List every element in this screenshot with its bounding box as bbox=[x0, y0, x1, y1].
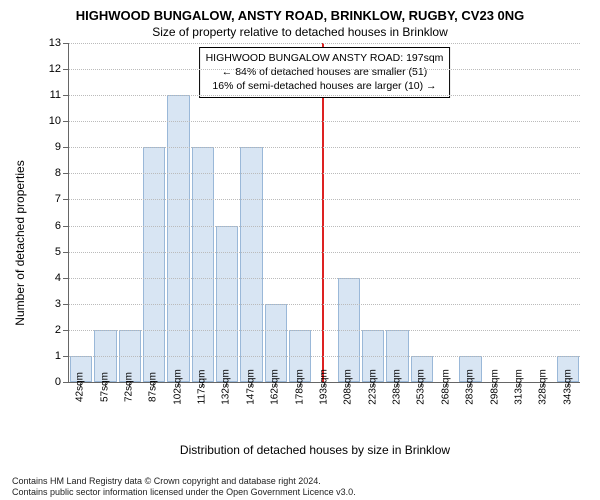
annotation-line-2: ← 84% of detached houses are smaller (51… bbox=[206, 65, 444, 79]
x-tick-label: 57sqm bbox=[92, 383, 116, 443]
y-tick-label: 3 bbox=[43, 298, 61, 310]
y-tick-label: 13 bbox=[43, 37, 61, 49]
grid-line bbox=[69, 356, 580, 357]
y-tick bbox=[63, 147, 69, 148]
grid-line bbox=[69, 173, 580, 174]
chart-container: HIGHWOOD BUNGALOW, ANSTY ROAD, BRINKLOW,… bbox=[0, 0, 600, 500]
grid-line bbox=[69, 304, 580, 305]
y-tick-label: 2 bbox=[43, 324, 61, 336]
y-tick bbox=[63, 330, 69, 331]
x-tick-label: 147sqm bbox=[239, 383, 263, 443]
x-tick-label: 268sqm bbox=[434, 383, 458, 443]
annotation-line-3: 16% of semi-detached houses are larger (… bbox=[206, 79, 444, 93]
y-tick bbox=[63, 69, 69, 70]
y-tick bbox=[63, 226, 69, 227]
y-tick-label: 10 bbox=[43, 115, 61, 127]
grid-line bbox=[69, 226, 580, 227]
grid-line bbox=[69, 252, 580, 253]
grid-line bbox=[69, 199, 580, 200]
y-tick bbox=[63, 173, 69, 174]
x-tick-label: 72sqm bbox=[117, 383, 141, 443]
y-tick bbox=[63, 95, 69, 96]
x-tick-label: 298sqm bbox=[482, 383, 506, 443]
bar bbox=[167, 95, 189, 382]
y-tick-label: 8 bbox=[43, 167, 61, 179]
chart-subtitle: Size of property relative to detached ho… bbox=[12, 25, 588, 39]
y-tick-label: 11 bbox=[43, 89, 61, 101]
grid-line bbox=[69, 43, 580, 44]
grid-line bbox=[69, 147, 580, 148]
bar bbox=[240, 147, 262, 382]
y-tick-label: 0 bbox=[43, 376, 61, 388]
y-tick bbox=[63, 121, 69, 122]
grid-line bbox=[69, 121, 580, 122]
x-tick-label: 223sqm bbox=[361, 383, 385, 443]
y-tick bbox=[63, 356, 69, 357]
x-tick-label: 343sqm bbox=[556, 383, 580, 443]
chart-area: Number of detached properties HIGHWOOD B… bbox=[50, 43, 580, 443]
y-tick-label: 7 bbox=[43, 193, 61, 205]
footer-line-2: Contains public sector information licen… bbox=[12, 487, 588, 497]
x-tick-label: 253sqm bbox=[409, 383, 433, 443]
annotation-line-1: HIGHWOOD BUNGALOW ANSTY ROAD: 197sqm bbox=[206, 51, 444, 65]
x-tick-label: 178sqm bbox=[287, 383, 311, 443]
grid-line bbox=[69, 330, 580, 331]
y-tick bbox=[63, 199, 69, 200]
x-axis-label: Distribution of detached houses by size … bbox=[50, 443, 580, 457]
y-tick-label: 1 bbox=[43, 350, 61, 362]
x-tick-label: 132sqm bbox=[214, 383, 238, 443]
y-tick bbox=[63, 252, 69, 253]
y-axis-label: Number of detached properties bbox=[13, 160, 27, 325]
bar bbox=[192, 147, 214, 382]
bar bbox=[143, 147, 165, 382]
x-tick-label: 238sqm bbox=[385, 383, 409, 443]
x-tick-label: 162sqm bbox=[263, 383, 287, 443]
chart-title: HIGHWOOD BUNGALOW, ANSTY ROAD, BRINKLOW,… bbox=[12, 8, 588, 23]
y-tick-label: 6 bbox=[43, 220, 61, 232]
grid-line bbox=[69, 69, 580, 70]
x-tick-label: 208sqm bbox=[336, 383, 360, 443]
x-tick-label: 193sqm bbox=[312, 383, 336, 443]
plot-region: HIGHWOOD BUNGALOW ANSTY ROAD: 197sqm ← 8… bbox=[68, 43, 580, 383]
x-tick-label: 328sqm bbox=[531, 383, 555, 443]
grid-line bbox=[69, 278, 580, 279]
x-tick-label: 102sqm bbox=[166, 383, 190, 443]
x-tick-labels: 42sqm57sqm72sqm87sqm102sqm117sqm132sqm14… bbox=[68, 383, 580, 443]
y-tick bbox=[63, 43, 69, 44]
x-tick-label: 117sqm bbox=[190, 383, 214, 443]
y-tick-label: 4 bbox=[43, 272, 61, 284]
x-tick-label: 42sqm bbox=[68, 383, 92, 443]
x-tick-label: 283sqm bbox=[458, 383, 482, 443]
y-tick bbox=[63, 304, 69, 305]
y-tick bbox=[63, 278, 69, 279]
grid-line bbox=[69, 95, 580, 96]
x-tick-label: 313sqm bbox=[507, 383, 531, 443]
footer-line-1: Contains HM Land Registry data © Crown c… bbox=[12, 476, 588, 486]
annotation-box: HIGHWOOD BUNGALOW ANSTY ROAD: 197sqm ← 8… bbox=[199, 47, 451, 98]
y-tick-label: 12 bbox=[43, 63, 61, 75]
x-tick-label: 87sqm bbox=[141, 383, 165, 443]
footer-attribution: Contains HM Land Registry data © Crown c… bbox=[12, 476, 588, 497]
y-tick-label: 5 bbox=[43, 246, 61, 258]
y-tick-label: 9 bbox=[43, 141, 61, 153]
